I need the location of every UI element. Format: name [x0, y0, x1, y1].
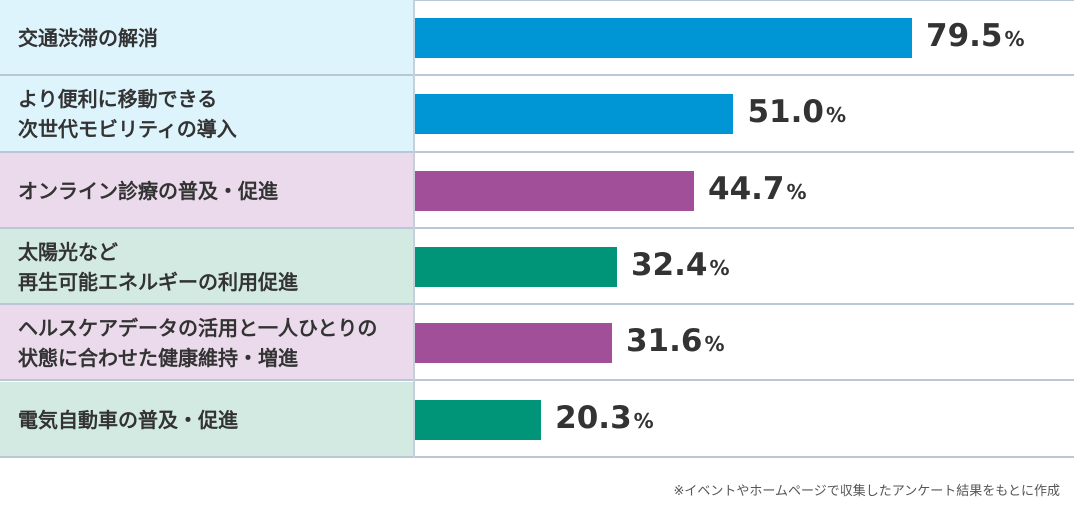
category-label: 交通渋滞の解消 — [18, 0, 408, 76]
bar-value-label: 44.7% — [708, 171, 807, 207]
category-label-background — [0, 305, 414, 382]
category-label: 電気自動車の普及・促進 — [18, 382, 408, 458]
chart-row: オンライン診療の普及・促進 44.7% — [0, 152, 1074, 229]
bar — [414, 323, 612, 364]
row-separator — [0, 74, 1074, 77]
category-label: オンライン診療の普及・促進 — [18, 153, 408, 229]
category-label-line: より便利に移動できる — [18, 87, 218, 112]
bar — [414, 247, 617, 288]
row-separator — [0, 455, 1074, 458]
category-label-line: オンライン診療の普及・促進 — [18, 178, 278, 203]
category-label-line: ヘルスケアデータの活用と一人ひとりの — [18, 316, 378, 341]
category-label: ヘルスケアデータの活用と一人ひとりの 状態に合わせた健康維持・増進 — [18, 305, 408, 381]
category-label-background — [0, 381, 414, 458]
bar-value-unit: % — [709, 256, 730, 281]
label-column-divider — [413, 0, 415, 458]
bar-value-number: 31.6 — [625, 323, 703, 360]
bar-value-number: 20.3 — [555, 399, 632, 436]
footnote: ※イベントやホームページで収集したアンケート結果をもとに作成 — [673, 484, 1060, 499]
category-label-line: 太陽光など — [18, 240, 118, 265]
chart-top-border — [0, 0, 1074, 1]
bar — [414, 170, 694, 211]
chart-row: 太陽光など再生可能エネルギーの利用促進 32.4% — [0, 228, 1074, 306]
category-label-line: 交通渋滞の解消 — [18, 26, 158, 51]
bar — [414, 94, 734, 135]
bar-value-label: 51.0% — [747, 94, 846, 130]
category-label-background — [0, 76, 414, 153]
row-separator — [0, 226, 1074, 229]
category-label: より便利に移動できる 次世代モビリティの導入 — [18, 76, 408, 152]
category-label-line: 電気自動車の普及・促進 — [18, 407, 238, 432]
bar — [414, 18, 912, 59]
chart-row: より便利に移動できる 次世代モビリティの導入 51.0% — [0, 76, 1074, 153]
row-separator — [0, 379, 1074, 382]
chart-row: ヘルスケアデータの活用と一人ひとりの 状態に合わせた健康維持・増進 31.6% — [0, 305, 1074, 382]
bar-value-label: 31.6% — [626, 323, 725, 359]
bar-value-unit: % — [704, 332, 725, 357]
bar-value-unit: % — [825, 103, 847, 128]
category-label-background — [0, 228, 414, 306]
bar-value-number: 44.7 — [708, 170, 785, 207]
bar — [414, 399, 542, 440]
chart-row: 交通渋滞の解消 79.5% — [0, 0, 1074, 77]
survey-bar-chart: 交通渋滞の解消 79.5% より便利に移動できる 次世代モビリティの導入 51.0% オン… — [0, 0, 1074, 458]
category-label-background — [0, 0, 414, 77]
bar-value-unit: % — [1004, 27, 1025, 52]
row-separator — [0, 150, 1074, 153]
bar-value-unit: % — [786, 179, 807, 204]
bar-value-label: 79.5% — [926, 18, 1025, 54]
chart-row: 電気自動車の普及・促進 20.3% — [0, 381, 1074, 458]
bar-value-number: 51.0 — [747, 94, 824, 131]
bar-value-number: 32.4 — [630, 247, 708, 284]
bar-value-label: 32.4% — [631, 247, 730, 283]
bar-value-label: 20.3% — [555, 400, 654, 436]
row-separator — [0, 303, 1074, 306]
bar-value-unit: % — [633, 408, 654, 433]
category-label-background — [0, 152, 414, 229]
category-label-line: 次世代モビリティの導入 — [18, 117, 237, 142]
bar-value-number: 79.5 — [926, 18, 1003, 55]
category-label-line: 状態に合わせた健康維持・増進 — [18, 346, 298, 371]
category-label-line: 再生可能エネルギーの利用促進 — [18, 270, 298, 295]
category-label: 太陽光など再生可能エネルギーの利用促進 — [18, 229, 408, 305]
